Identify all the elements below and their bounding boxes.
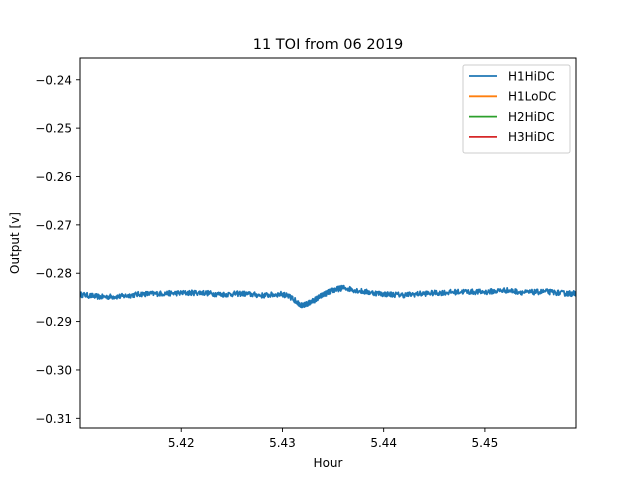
series-line-h1hidc: [80, 284, 576, 309]
x-axis-label: Hour: [314, 456, 343, 470]
plot-frame: [79, 57, 577, 429]
x-tick-label: 5.43: [269, 436, 296, 450]
x-tick-label: 5.44: [370, 436, 397, 450]
x-tick-label: 5.42: [168, 436, 195, 450]
legend-label: H1HiDC: [508, 69, 555, 83]
legend: H1HiDC H1LoDC H2HiDC H3HiDC: [462, 64, 571, 154]
y-tick-label: −0.28: [35, 267, 72, 281]
legend-label: H3HiDC: [508, 130, 555, 144]
series-layer: [80, 284, 576, 309]
legend-label: H2HiDC: [508, 110, 555, 124]
y-tick-label: −0.29: [35, 315, 72, 329]
y-tick-label: −0.30: [35, 363, 72, 377]
y-tick-label: −0.31: [35, 412, 72, 426]
y-axis: −0.24 −0.25 −0.26 −0.27 −0.28 −0.29 −0.30 −0.31: [35, 73, 80, 426]
legend-frame: [462, 64, 571, 154]
y-tick-label: −0.26: [35, 170, 72, 184]
chart-title: 11 TOI from 06 2019: [253, 37, 404, 53]
x-axis: 5.42 5.43 5.44 5.45: [168, 428, 498, 450]
y-axis-label: Output [v]: [8, 212, 22, 274]
legend-label: H1LoDC: [508, 90, 556, 104]
y-tick-label: −0.24: [35, 73, 72, 87]
plot-area: [79, 57, 577, 429]
x-tick-label: 5.45: [472, 436, 499, 450]
y-tick-label: −0.27: [35, 218, 72, 232]
y-tick-label: −0.25: [35, 122, 72, 136]
